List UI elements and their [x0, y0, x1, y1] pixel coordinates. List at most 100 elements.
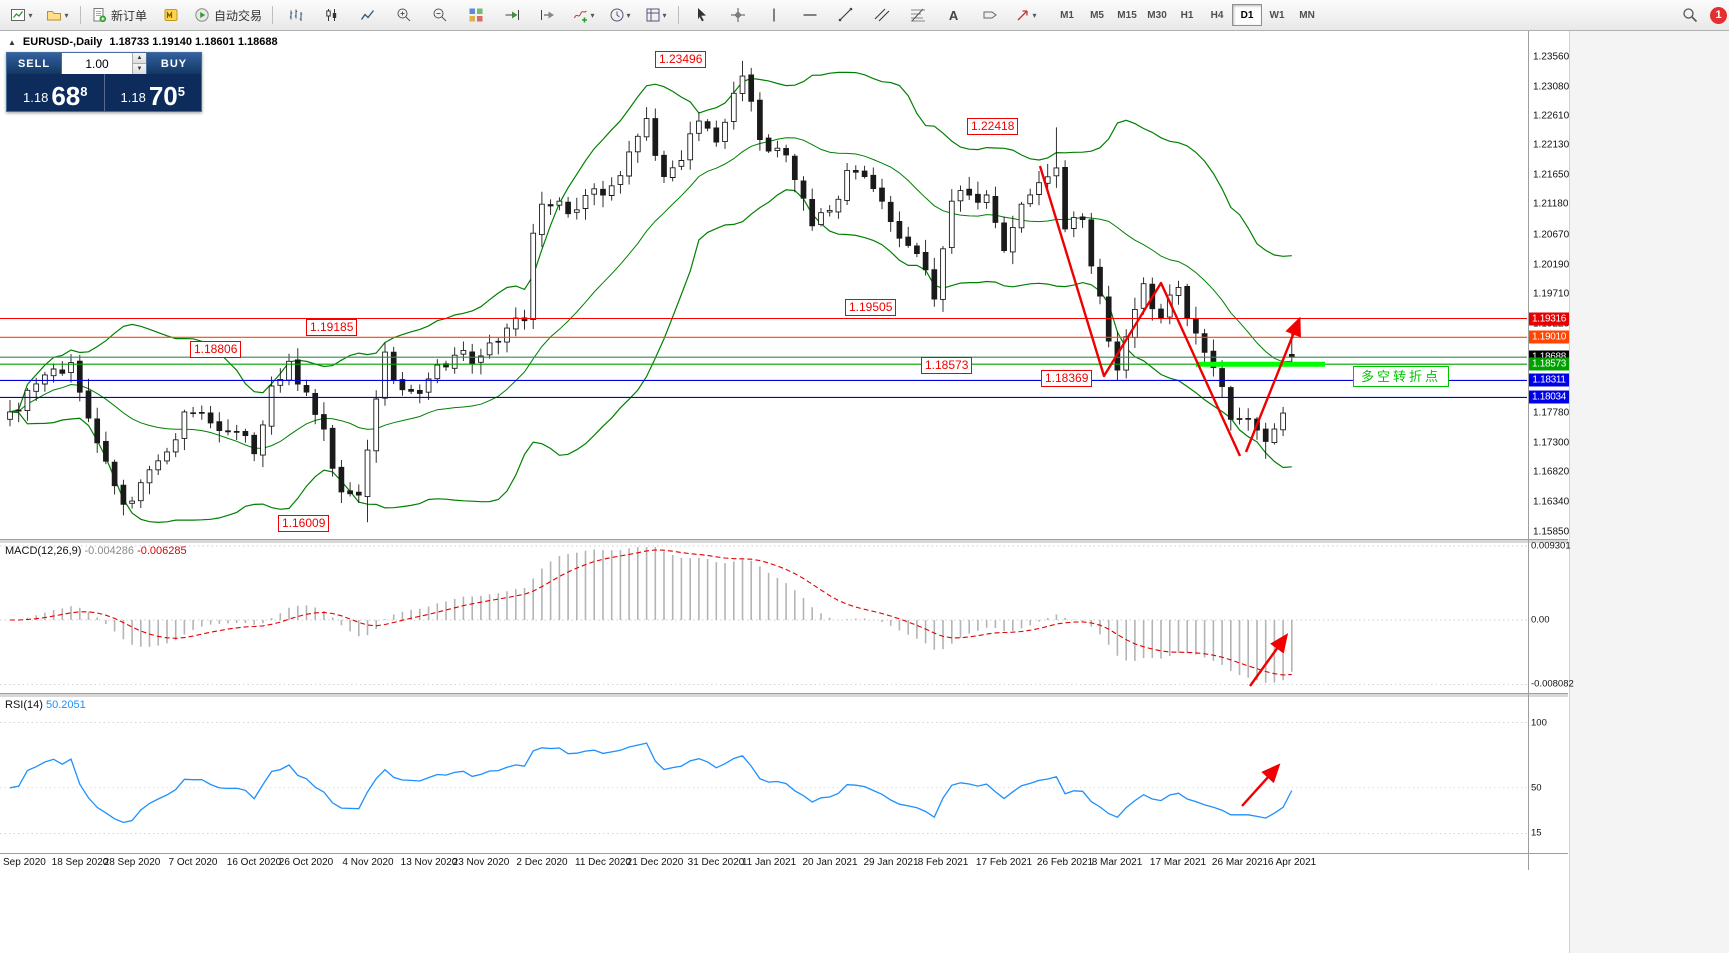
timeframe-w1[interactable]: W1 — [1269, 9, 1285, 21]
autoscroll-button[interactable] — [494, 2, 529, 28]
buy-button[interactable]: BUY — [146, 53, 201, 74]
turning-point-note[interactable]: 多空转折点 — [1353, 366, 1450, 387]
new-chart-button[interactable]: ▾ — [4, 2, 39, 28]
price-callout[interactable]: 1.22418 — [967, 118, 1019, 135]
bar-chart-icon — [289, 9, 302, 21]
timeframe-m30[interactable]: M30 — [1147, 9, 1167, 21]
profiles-button[interactable]: ▾ — [40, 2, 75, 28]
oneclick-collapse-icon[interactable]: ▲ — [8, 37, 16, 47]
auto-trading-button[interactable]: 自动交易 — [189, 2, 267, 28]
price-callout[interactable]: 1.18573 — [921, 357, 973, 374]
bottom-empty-area — [0, 870, 1568, 953]
vertical-line-icon — [772, 8, 775, 22]
macd-panel[interactable] — [0, 542, 1568, 693]
chart-shift-button[interactable] — [530, 2, 565, 28]
date-axis-label: 18 Sep 2020 — [51, 857, 109, 868]
volume-up-button[interactable]: ▲ — [133, 53, 146, 64]
macd-signal-line — [10, 549, 1292, 676]
rsi-arrow[interactable] — [1241, 763, 1281, 807]
bid-price[interactable]: 1.18 68 8 — [7, 74, 104, 111]
rsi-panel[interactable] — [0, 696, 1568, 853]
timeframe-h4[interactable]: H4 — [1210, 9, 1224, 21]
chart-title: ▲ EURUSD-,Daily 1.18733 1.19140 1.18601 … — [8, 36, 278, 48]
fibonacci-tool-button[interactable] — [900, 2, 935, 28]
auto-trading-label: 自动交易 — [214, 8, 263, 23]
trend-zigzag[interactable] — [1038, 165, 1301, 457]
trendline-icon — [838, 7, 852, 22]
timeframe-d1[interactable]: D1 — [1232, 4, 1263, 26]
macd-axis-label: 0.00 — [1531, 614, 1550, 626]
macd-main-value: -0.004286 — [84, 545, 135, 557]
zoom-in-button[interactable] — [386, 2, 421, 28]
zoom-out-button[interactable] — [422, 2, 457, 28]
vertical-line-tool-button[interactable] — [756, 2, 791, 28]
timeframe-group: M1 M5 M15 M30 H1 H4 D1 W1 MN — [1052, 4, 1322, 26]
line-chart-button[interactable] — [350, 2, 385, 28]
cursor-button[interactable] — [684, 2, 719, 28]
bid-main-digits: 1.18 — [23, 90, 49, 105]
macd-arrow[interactable] — [1249, 633, 1289, 687]
date-axis-label: 17 Mar 2021 — [1149, 857, 1207, 868]
new-order-button[interactable]: 新订单 — [86, 2, 152, 28]
timeframe-m1[interactable]: M1 — [1060, 9, 1074, 21]
panel-separator[interactable] — [0, 693, 1568, 697]
main-price-chart[interactable] — [0, 30, 1568, 539]
arrow-tool-icon — [1017, 10, 1028, 21]
price-callout[interactable]: 1.18806 — [190, 341, 242, 358]
date-axis-label: 2 Dec 2020 — [516, 857, 568, 868]
price-axis-label: 1.20670 — [1533, 229, 1570, 241]
notification-badge[interactable]: 1 — [1710, 6, 1727, 24]
template-icon — [646, 8, 660, 22]
label-tool-button[interactable] — [972, 2, 1007, 28]
timeframe-m5[interactable]: M5 — [1090, 9, 1104, 21]
price-axis-label: 1.23560 — [1533, 51, 1570, 63]
chevron-down-icon: ▾ — [590, 10, 595, 20]
ask-big-digits: 70 — [148, 81, 178, 111]
indicators-button[interactable]: ▾ — [566, 2, 601, 28]
price-axis-label: 1.22610 — [1533, 110, 1570, 121]
tile-windows-button[interactable] — [458, 2, 493, 28]
horizontal-level-lines[interactable] — [0, 317, 1527, 398]
horizontal-line-tool-button[interactable] — [792, 2, 827, 28]
candlestick-button[interactable] — [314, 2, 349, 28]
price-axis-label: 1.20190 — [1533, 259, 1570, 271]
panel-separator[interactable] — [0, 539, 1568, 543]
new-order-label: 新订单 — [111, 8, 148, 23]
bar-chart-button[interactable] — [278, 2, 313, 28]
chevron-down-icon: ▾ — [662, 10, 667, 20]
trendline-tool-button[interactable] — [828, 2, 863, 28]
crosshair-button[interactable] — [720, 2, 755, 28]
price-callout[interactable]: 1.19505 — [845, 299, 897, 316]
timeframe-m15[interactable]: M15 — [1117, 9, 1137, 21]
ask-price[interactable]: 1.18 70 5 — [103, 74, 202, 111]
price-axis-label: 1.17780 — [1533, 407, 1570, 419]
toolbar-separator — [678, 6, 680, 24]
sell-button[interactable]: SELL — [7, 53, 62, 74]
periods-button[interactable]: ▾ — [602, 2, 637, 28]
price-callout[interactable]: 1.19185 — [306, 319, 358, 336]
price-level-badge: 1.18573 — [1529, 357, 1569, 371]
arrows-tool-button[interactable]: ▾ — [1008, 2, 1043, 28]
date-axis[interactable]: Sep 2020 18 Sep 2020 28 Sep 2020 7 Oct 2020… — [0, 853, 1568, 871]
indicators-icon — [573, 10, 587, 23]
channel-tool-button[interactable] — [864, 2, 899, 28]
timeframe-h1[interactable]: H1 — [1180, 9, 1194, 21]
metaeditor-button[interactable] — [153, 2, 188, 28]
price-axis-label: 1.16340 — [1533, 496, 1570, 508]
price-callout[interactable]: 1.23496 — [655, 51, 707, 68]
templates-button[interactable]: ▾ — [638, 2, 673, 28]
price-callout[interactable]: 1.18369 — [1041, 370, 1093, 387]
text-tool-button[interactable]: A — [936, 2, 971, 28]
price-callout[interactable]: 1.16009 — [278, 515, 330, 532]
rsi-grid — [0, 722, 1527, 834]
toolbar-separator — [80, 6, 81, 24]
date-axis-label: 26 Mar 2021 — [1211, 857, 1269, 868]
ask-main-digits: 1.18 — [120, 90, 146, 105]
profiles-icon — [47, 11, 62, 21]
timeframe-mn[interactable]: MN — [1299, 9, 1315, 21]
volume-down-button[interactable]: ▼ — [133, 64, 146, 74]
price-axis-label: 1.15850 — [1533, 526, 1570, 538]
search-icon — [1682, 8, 1697, 23]
search-button[interactable] — [1672, 2, 1707, 28]
volume-input[interactable]: 1.00 — [85, 56, 109, 71]
